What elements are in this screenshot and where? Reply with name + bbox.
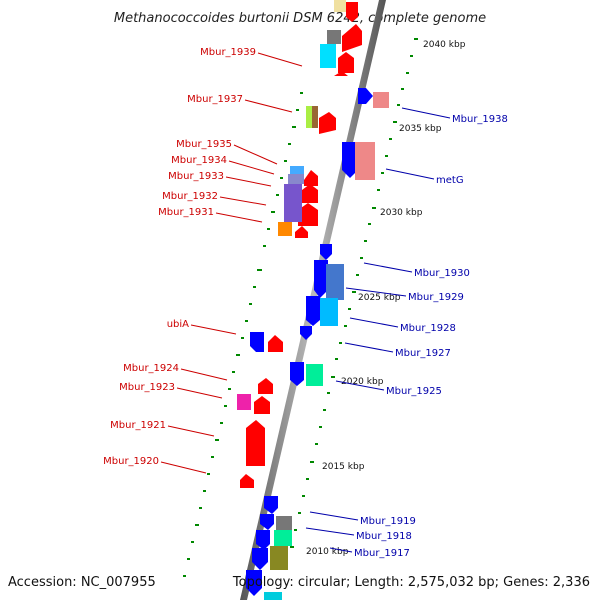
gene-arrow — [260, 514, 274, 530]
right-gene-labels: Mbur_1938 metG Mbur_1930 Mbur_1929 Mbur_… — [305, 107, 508, 559]
label-ubia: ubiA — [167, 319, 189, 330]
gene-arrow — [246, 570, 262, 596]
gene-arrow — [240, 474, 254, 488]
label-mbur-1928: Mbur_1928 — [400, 323, 456, 334]
label-mbur-1933: Mbur_1933 — [168, 171, 224, 182]
label-mbur-1934: Mbur_1934 — [171, 155, 227, 166]
gene-arrow — [254, 396, 270, 414]
label-metg: metG — [436, 175, 464, 186]
ruler-2015: 2015 kbp — [322, 462, 365, 472]
label-mbur-1935: Mbur_1935 — [176, 139, 232, 150]
gene-arrow — [342, 24, 362, 52]
map-title: Methanococcoides burtonii DSM 6242, comp… — [114, 11, 486, 26]
reverse-strand-genes — [246, 88, 389, 596]
gene-arrow — [338, 52, 354, 73]
left-strand-features — [237, 166, 304, 410]
label-mbur-1929: Mbur_1929 — [408, 292, 464, 303]
label-mbur-1939: Mbur_1939 — [200, 47, 256, 58]
tick-track-left — [183, 92, 303, 577]
gene-feature — [237, 394, 251, 410]
gene-arrow — [320, 244, 332, 260]
gene-arrow — [295, 226, 308, 238]
gene-feature — [278, 222, 292, 236]
label-mbur-1938: Mbur_1938 — [452, 114, 508, 125]
ruler-2010: 2010 kbp — [306, 547, 349, 557]
gene-arrow — [252, 548, 268, 570]
gene-feature — [355, 142, 375, 180]
label-mbur-1927: Mbur_1927 — [395, 348, 451, 359]
gene-feature — [306, 106, 313, 128]
gene-feature — [306, 364, 323, 386]
gene-feature — [320, 298, 338, 326]
ruler-2035: 2035 kbp — [399, 124, 442, 134]
gene-arrow — [306, 296, 320, 326]
label-mbur-1920: Mbur_1920 — [103, 456, 159, 467]
gene-arrow — [346, 2, 358, 22]
gene-arrow — [250, 332, 264, 352]
gene-arrow — [298, 203, 318, 226]
gene-arrow — [246, 420, 265, 466]
gene-arrow — [342, 142, 358, 178]
ruler-2025: 2025 kbp — [358, 293, 401, 303]
gene-feature — [270, 546, 288, 570]
gene-feature — [274, 530, 292, 546]
gene-arrow — [304, 170, 318, 186]
gene-arrow — [300, 326, 312, 340]
gene-arrow — [302, 184, 318, 203]
tick-track-right — [290, 38, 418, 548]
gene-feature — [326, 264, 344, 300]
gene-feature — [327, 30, 341, 44]
label-mbur-1924: Mbur_1924 — [123, 363, 179, 374]
forward-strand-genes — [240, 0, 362, 600]
label-mbur-1918: Mbur_1918 — [356, 531, 412, 542]
gene-arrow — [290, 362, 304, 386]
ruler-2020: 2020 kbp — [341, 377, 384, 387]
ruler-2030: 2030 kbp — [380, 208, 423, 218]
gene-arrow — [314, 260, 328, 298]
gene-arrow — [334, 71, 348, 76]
label-mbur-1931: Mbur_1931 — [158, 207, 214, 218]
gene-arrow — [358, 88, 373, 104]
gene-arrow — [258, 378, 273, 394]
label-mbur-1937: Mbur_1937 — [187, 94, 243, 105]
gene-feature — [320, 44, 336, 68]
gene-feature — [276, 516, 292, 530]
gene-feature — [284, 184, 302, 222]
label-mbur-1919: Mbur_1919 — [360, 516, 416, 527]
gene-feature — [373, 92, 389, 108]
gene-arrow — [268, 335, 283, 352]
label-mbur-1925: Mbur_1925 — [386, 386, 442, 397]
gene-feature — [264, 592, 282, 600]
label-mbur-1917: Mbur_1917 — [354, 548, 410, 559]
left-gene-labels: Mbur_1939 Mbur_1937 Mbur_1935 Mbur_1934 … — [103, 47, 303, 474]
label-mbur-1921: Mbur_1921 — [110, 420, 166, 431]
gene-feature — [334, 0, 346, 12]
gene-feature — [288, 174, 304, 184]
genome-summary-text: Topology: circular; Length: 2,575,032 bp… — [232, 575, 590, 590]
gene-arrow — [264, 496, 278, 514]
gene-feature — [290, 166, 304, 174]
label-mbur-1930: Mbur_1930 — [414, 268, 470, 279]
label-mbur-1932: Mbur_1932 — [162, 191, 218, 202]
ruler-2040: 2040 kbp — [423, 40, 466, 50]
gene-arrow — [256, 530, 270, 550]
label-mbur-1923: Mbur_1923 — [119, 382, 175, 393]
gene-arrow — [319, 112, 336, 134]
accession-text: Accession: NC_007955 — [8, 575, 156, 590]
gene-feature — [312, 106, 318, 128]
